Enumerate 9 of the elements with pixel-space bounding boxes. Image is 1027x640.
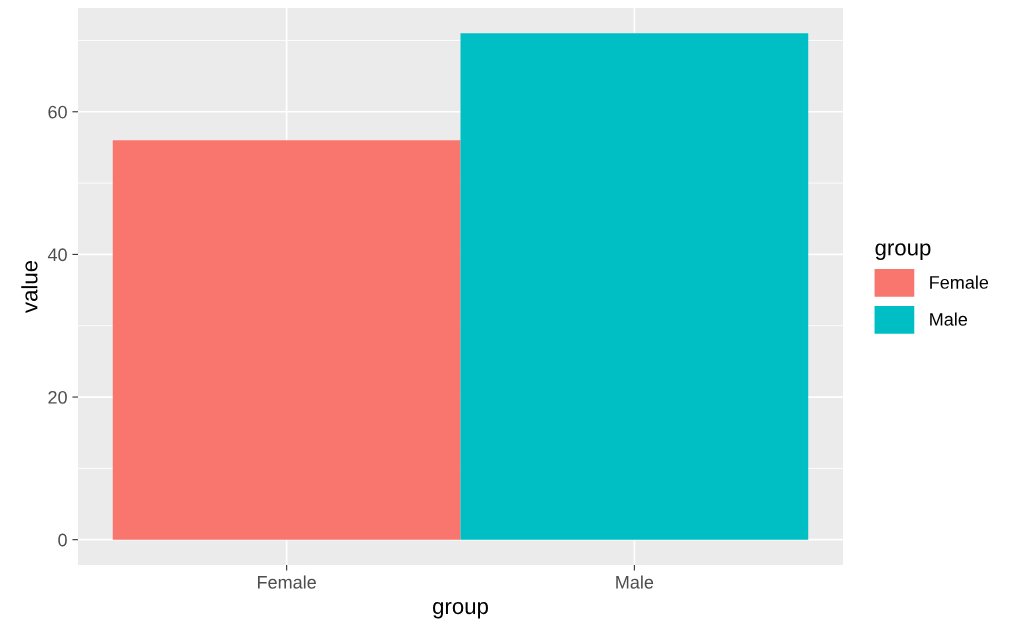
y-tick-label: 40 (47, 248, 67, 262)
legend-label: Female (930, 275, 989, 289)
y-tick-label: 0 (58, 533, 67, 547)
y-axis-title: value (21, 260, 38, 313)
y-tick-label: 60 (48, 105, 67, 119)
legend-label: Male (930, 312, 968, 326)
legend-title: group (875, 243, 931, 260)
y-tick-label: 20 (48, 390, 67, 404)
x-axis-title: group (433, 601, 488, 619)
